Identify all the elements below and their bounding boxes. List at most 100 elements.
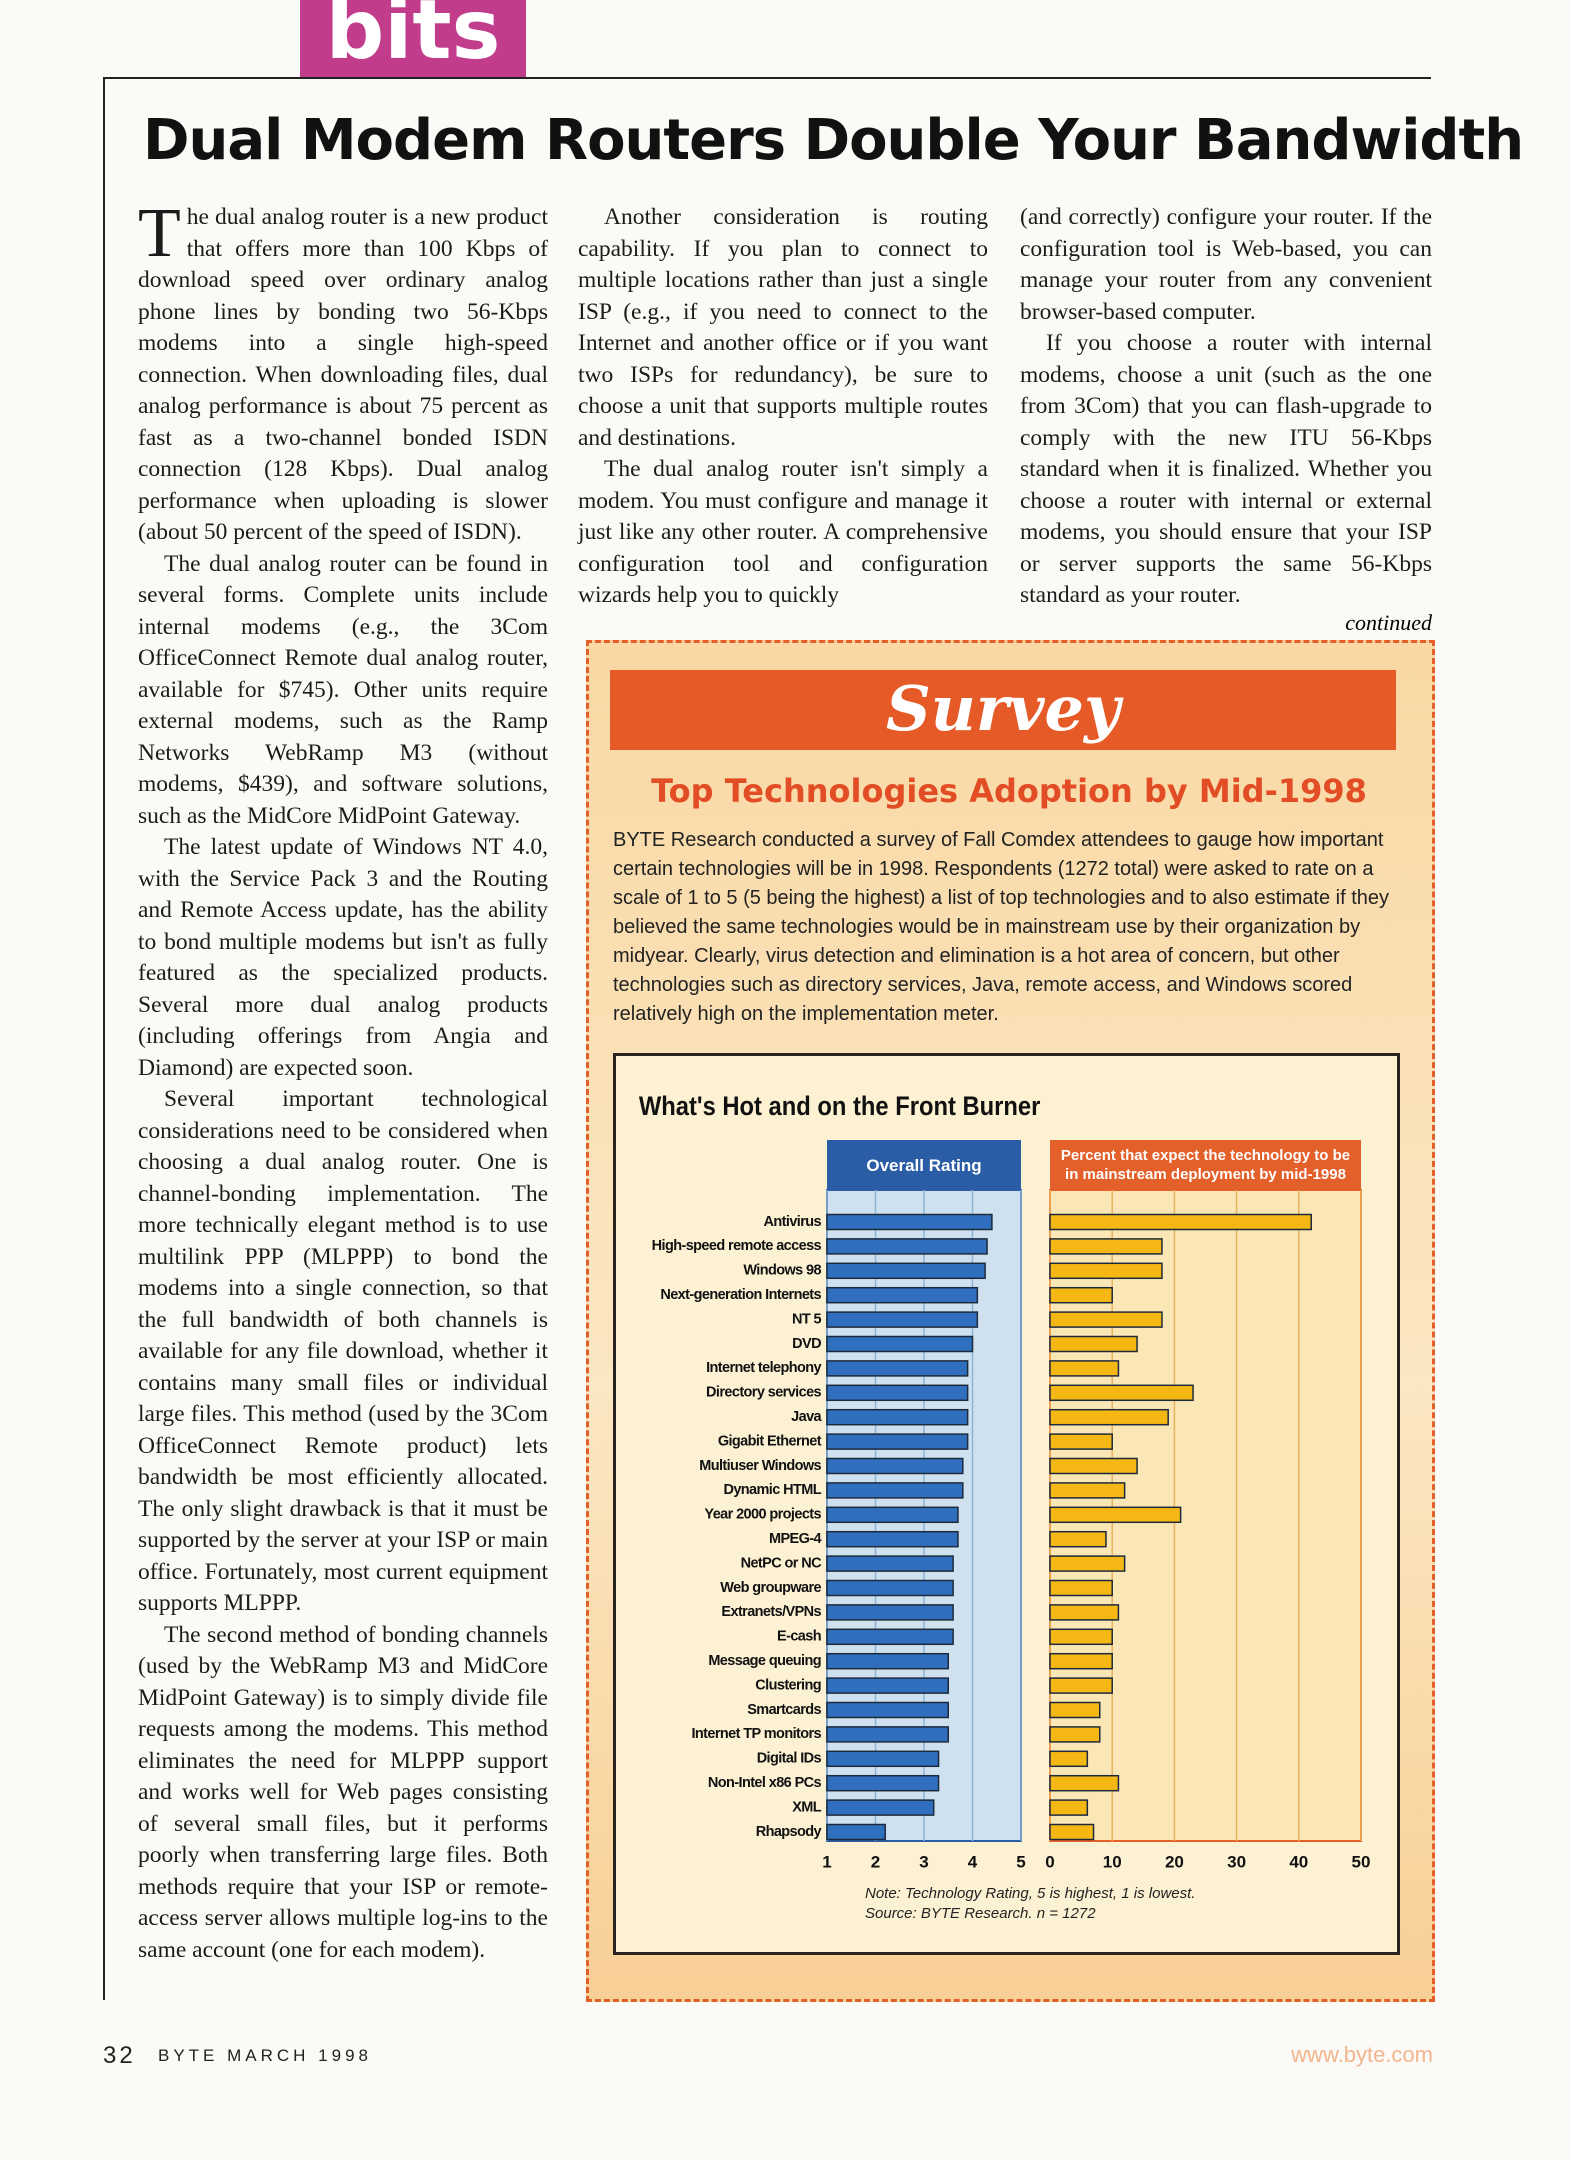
- bar: [826, 1774, 940, 1792]
- page-number: 32: [103, 2042, 136, 2069]
- bar: [1049, 1652, 1113, 1670]
- bar: [826, 1213, 993, 1231]
- category-label: Clustering: [755, 1677, 821, 1693]
- x-tick-label: 10: [1103, 1852, 1122, 1871]
- category-label: High-speed remote access: [652, 1238, 822, 1254]
- bar: [1049, 1750, 1089, 1768]
- bar: [1049, 1384, 1194, 1402]
- bar: [1049, 1360, 1120, 1377]
- chart-note: Source: BYTE Research. n = 1272: [865, 1905, 1096, 1922]
- bar: [1049, 1506, 1182, 1524]
- category-label: Multiuser Windows: [699, 1458, 821, 1474]
- section-tab: bits: [300, 0, 526, 78]
- x-tick-label: 3: [919, 1852, 928, 1871]
- category-label: Smartcards: [747, 1702, 821, 1718]
- category-label: NT 5: [792, 1311, 822, 1327]
- bar: [1049, 1457, 1138, 1475]
- category-label: Message queuing: [708, 1653, 821, 1669]
- paragraph: If you choose a router with internal mod…: [1020, 330, 1432, 608]
- x-tick-label: 30: [1227, 1852, 1246, 1871]
- category-label: E-cash: [777, 1629, 821, 1645]
- bar: [826, 1335, 974, 1353]
- bar: [1049, 1701, 1101, 1719]
- text-column: The dual analog router is a new product …: [138, 195, 548, 1966]
- bar: [826, 1652, 949, 1670]
- panel-header: [1050, 1140, 1361, 1190]
- bar: [826, 1506, 959, 1524]
- bar: [1049, 1628, 1113, 1646]
- category-label: Directory services: [706, 1385, 821, 1401]
- bar: [826, 1286, 979, 1304]
- bar: [826, 1628, 954, 1646]
- category-label: Digital IDs: [757, 1751, 822, 1767]
- bar: [1049, 1823, 1095, 1841]
- x-tick-label: 20: [1165, 1852, 1184, 1871]
- category-label: Year 2000 projects: [704, 1507, 821, 1523]
- paragraph: The latest update of Windows NT 4.0, wit…: [138, 834, 548, 1081]
- category-label: DVD: [792, 1336, 821, 1352]
- bar: [826, 1701, 949, 1719]
- bar: [1049, 1262, 1163, 1280]
- paragraph: (and correctly) configure your router. I…: [1020, 204, 1432, 325]
- bar: [1049, 1579, 1113, 1597]
- bar: [1049, 1335, 1138, 1353]
- bar: [826, 1482, 964, 1499]
- bar: [826, 1579, 954, 1597]
- bar: [1049, 1726, 1101, 1743]
- category-label: Windows 98: [743, 1263, 821, 1279]
- bar: [826, 1555, 954, 1572]
- bar: [826, 1823, 886, 1841]
- bar: [1049, 1774, 1120, 1792]
- category-label: Non-Intel x86 PCs: [708, 1775, 822, 1791]
- paragraph: The dual analog router can be found in s…: [138, 550, 548, 829]
- category-label: Java: [791, 1409, 822, 1425]
- category-label: Web groupware: [720, 1580, 821, 1596]
- panel-header: [827, 1140, 1021, 1190]
- bar: [1049, 1311, 1163, 1328]
- bar: [826, 1530, 959, 1548]
- bar: [1049, 1677, 1113, 1694]
- text-column: Another consideration is routing capabil…: [578, 202, 988, 612]
- x-tick-label: 0: [1045, 1852, 1054, 1871]
- bar: [1049, 1555, 1126, 1572]
- bar: [826, 1750, 940, 1768]
- bar: [826, 1799, 935, 1816]
- chart-title: What's Hot and on the Front Burner: [639, 1092, 1041, 1122]
- chart-note: Note: Technology Rating, 5 is highest, 1…: [865, 1885, 1195, 1902]
- bar: [1049, 1604, 1120, 1621]
- x-tick-label: 50: [1352, 1852, 1371, 1871]
- bar: [826, 1726, 949, 1743]
- bar: [826, 1677, 949, 1694]
- paragraph: Another consideration is routing capabil…: [578, 204, 988, 451]
- category-label: Dynamic HTML: [723, 1482, 821, 1498]
- magazine-issue: BYTE MARCH 1998: [158, 2046, 372, 2065]
- panel-title: Overall Rating: [866, 1155, 982, 1175]
- category-label: Rhapsody: [756, 1824, 822, 1840]
- paragraph: The second method of bonding channels (u…: [138, 1621, 548, 1963]
- category-label: MPEG-4: [769, 1531, 822, 1547]
- category-label: Extranets/VPNs: [721, 1604, 821, 1620]
- bar: [826, 1457, 964, 1475]
- bar: [826, 1311, 979, 1328]
- x-tick-label: 5: [1016, 1852, 1025, 1871]
- bar: [826, 1604, 954, 1621]
- survey-banner: Survey: [610, 670, 1396, 750]
- bar: [826, 1238, 988, 1255]
- bar: [1049, 1433, 1113, 1450]
- survey-title: Top Technologies Adoption by Mid-1998: [651, 772, 1367, 810]
- bar: [1049, 1408, 1169, 1426]
- category-label: Next-generation Internets: [660, 1287, 821, 1303]
- x-tick-label: 1: [822, 1852, 831, 1871]
- category-label: Gigabit Ethernet: [718, 1433, 822, 1449]
- category-label: XML: [792, 1799, 822, 1815]
- panel-title: Percent that expect the technology to be…: [1060, 1147, 1351, 1183]
- paragraph: Several important technological consider…: [138, 1086, 548, 1616]
- category-label: Internet TP monitors: [691, 1726, 821, 1742]
- article-title: Dual Modem Routers Double Your Bandwidth: [143, 108, 1524, 173]
- continued-note: continued: [1345, 610, 1432, 635]
- text-column: (and correctly) configure your router. I…: [1020, 202, 1432, 612]
- bar: [826, 1262, 986, 1280]
